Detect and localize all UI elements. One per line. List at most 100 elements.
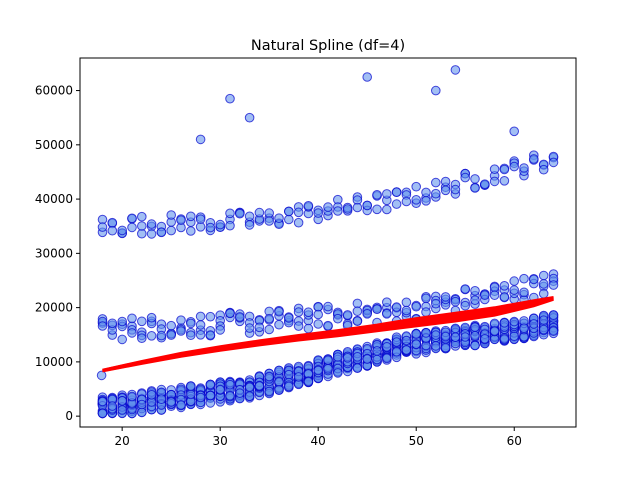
scatter-point bbox=[107, 318, 118, 329]
y-tick-label: 40000 bbox=[35, 192, 73, 206]
scatter-point bbox=[254, 381, 265, 391]
scatter-point bbox=[117, 396, 127, 406]
scatter-point bbox=[382, 309, 392, 319]
scatter-point bbox=[117, 405, 127, 415]
scatter-point bbox=[137, 399, 147, 410]
scatter-point bbox=[391, 337, 402, 347]
scatter-point bbox=[372, 354, 382, 365]
scatter-point bbox=[411, 195, 422, 205]
scatter-point bbox=[431, 330, 441, 340]
scatter-point bbox=[205, 379, 216, 390]
scatter-point bbox=[401, 297, 412, 308]
scatter-point bbox=[509, 316, 520, 327]
scatter-point bbox=[284, 369, 294, 380]
y-tick-label: 0 bbox=[65, 409, 73, 423]
y-tick-label: 30000 bbox=[35, 246, 73, 260]
scatter-point bbox=[431, 341, 441, 351]
scatter-point bbox=[391, 346, 402, 357]
scatter-point bbox=[499, 334, 510, 344]
scatter-point bbox=[264, 371, 275, 382]
scatter-point bbox=[431, 177, 441, 188]
scatter-point bbox=[352, 202, 363, 213]
scatter-point bbox=[391, 302, 402, 312]
scatter-point bbox=[470, 340, 480, 351]
scatter-point bbox=[480, 290, 490, 301]
scatter-point bbox=[244, 323, 255, 333]
scatter-point bbox=[460, 284, 471, 294]
x-tick-label: 50 bbox=[409, 434, 424, 448]
scatter-point bbox=[274, 213, 284, 223]
scatter-point bbox=[421, 196, 431, 206]
scatter-point bbox=[431, 85, 441, 96]
scatter-point bbox=[215, 384, 225, 395]
scatter-point bbox=[342, 353, 353, 363]
scatter-point bbox=[421, 293, 431, 304]
scatter-point bbox=[166, 210, 176, 220]
scatter-point bbox=[499, 292, 510, 302]
scatter-point bbox=[401, 305, 412, 316]
scatter-point bbox=[225, 379, 235, 390]
x-tick-label: 30 bbox=[213, 434, 228, 448]
scatter-point bbox=[274, 306, 284, 317]
scatter-point bbox=[480, 179, 490, 189]
scatter-point bbox=[538, 315, 549, 326]
scatter-point bbox=[117, 316, 127, 327]
y-tick-label: 50000 bbox=[35, 138, 73, 152]
scatter-point bbox=[117, 334, 127, 345]
scatter-point bbox=[137, 407, 147, 418]
scatter-point bbox=[421, 328, 431, 338]
scatter-point bbox=[225, 208, 235, 219]
scatter-point bbox=[519, 163, 529, 173]
scatter-point bbox=[156, 227, 167, 238]
scatter-point bbox=[411, 181, 422, 192]
scatter-point bbox=[538, 324, 549, 335]
scatter-point bbox=[509, 161, 520, 172]
scatter-point bbox=[470, 183, 480, 193]
scatter-point bbox=[186, 389, 196, 400]
scatter-point bbox=[127, 222, 137, 233]
scatter-point bbox=[264, 208, 275, 218]
x-tick-label: 40 bbox=[311, 434, 326, 448]
x-axis: 20 30 40 50 60 bbox=[115, 427, 522, 448]
scatter-point bbox=[303, 307, 314, 318]
scatter-point bbox=[519, 287, 529, 298]
scatter-point bbox=[372, 190, 382, 200]
scatter-point bbox=[401, 196, 412, 207]
scatter-point bbox=[529, 319, 539, 329]
scatter-point bbox=[352, 316, 363, 327]
scatter-point bbox=[303, 323, 314, 334]
scatter-point bbox=[313, 208, 324, 218]
scatter-point bbox=[244, 382, 255, 393]
scatter-point bbox=[137, 211, 147, 222]
scatter-point bbox=[166, 320, 176, 331]
scatter-point bbox=[284, 313, 294, 323]
scatter-point bbox=[146, 331, 157, 341]
scatter-point bbox=[195, 392, 206, 403]
scatter-point bbox=[362, 309, 373, 319]
scatter-point bbox=[176, 215, 186, 225]
scatter-point bbox=[313, 319, 324, 329]
scatter-point bbox=[519, 273, 529, 284]
scatter-point bbox=[333, 313, 343, 324]
scatter-point bbox=[254, 322, 265, 333]
scatter-point bbox=[352, 306, 363, 317]
scatter-point bbox=[225, 308, 235, 319]
scatter-point bbox=[156, 330, 167, 341]
scatter-point bbox=[176, 326, 186, 336]
scatter-point bbox=[548, 280, 559, 290]
y-tick-label: 60000 bbox=[35, 84, 73, 98]
plot-frame bbox=[79, 57, 577, 428]
scatter-point bbox=[489, 282, 500, 293]
scatter-point bbox=[499, 164, 510, 175]
scatter-point bbox=[244, 220, 255, 230]
scatter-point bbox=[382, 189, 392, 199]
scatter-point bbox=[440, 292, 451, 302]
scatter-point bbox=[313, 309, 324, 320]
scatter-point bbox=[323, 301, 333, 312]
scatter-point bbox=[342, 310, 353, 320]
scatter-point bbox=[137, 333, 147, 344]
scatter-point bbox=[186, 226, 196, 236]
scatter-point bbox=[450, 323, 461, 334]
scatter-point bbox=[137, 221, 147, 231]
